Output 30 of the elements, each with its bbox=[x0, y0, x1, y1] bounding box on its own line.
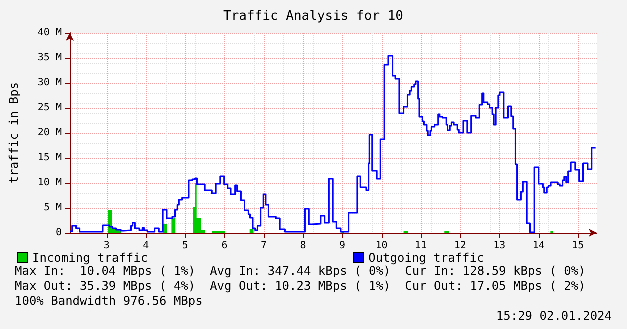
y-tick-label: 35 M bbox=[38, 52, 62, 64]
y-tick-label: 25 M bbox=[38, 102, 62, 114]
x-tick-label: 5 bbox=[182, 240, 188, 252]
y-tick-label: 0 bbox=[56, 228, 62, 238]
x-tick-label: 6 bbox=[222, 240, 228, 252]
x-tick-label: 10 bbox=[376, 240, 388, 252]
x-tick-label: 11 bbox=[415, 240, 428, 252]
y-tick-label: 40 M bbox=[38, 28, 62, 38]
x-tick-label: 9 bbox=[340, 240, 346, 252]
x-tick-label: 7 bbox=[260, 240, 268, 252]
chart-title: Traffic Analysis for 10 bbox=[223, 9, 404, 24]
x-tick-label: 15 bbox=[572, 240, 584, 252]
x-tick-label: 13 bbox=[494, 240, 506, 252]
x-tick-label: 8 bbox=[300, 240, 306, 252]
y-axis-title: traffic in Bps bbox=[7, 82, 21, 184]
legend-label: Incoming traffic bbox=[32, 251, 148, 265]
text: Max In: 10.04 MBps ( 1%) Avg In: 347.44 kBps ( 0%) Cur In: 128.59 kBps ( 0%) bbox=[15, 264, 586, 278]
text: 100% Bandwidth 976.56 MBps bbox=[15, 294, 203, 308]
text: Max Out: 35.39 MBps ( 4%) Avg Out: 10.23 MBps ( 1%) Cur Out: 17.05 MBps ( 2%) bbox=[15, 279, 586, 293]
x-tick-label: 14 bbox=[532, 240, 545, 252]
y-tick-label: 20 M bbox=[38, 128, 62, 138]
y-tick-label: 15 M bbox=[38, 152, 62, 164]
x-tick-label: 12 bbox=[454, 240, 466, 252]
text: 15:29 02.01.2024 bbox=[496, 309, 612, 323]
y-tick-label: 30 M bbox=[38, 78, 62, 88]
y-tick-label: 10 M bbox=[38, 178, 62, 188]
legend-label: Outgoing traffic bbox=[368, 251, 484, 265]
x-tick-label: 3 bbox=[104, 240, 110, 252]
x-tick-label: 4 bbox=[143, 240, 150, 252]
y-tick-label: 5 M bbox=[44, 202, 62, 214]
